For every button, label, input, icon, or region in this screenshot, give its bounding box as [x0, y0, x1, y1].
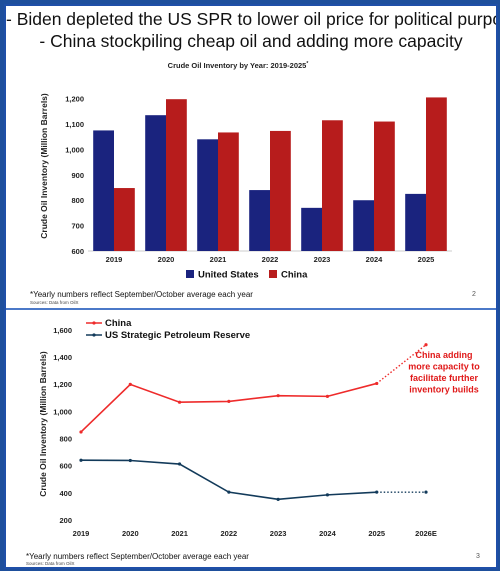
line-y-tick-6: 1,400: [53, 353, 72, 362]
headline-line-2: - China stockpiling cheap oil and adding…: [39, 31, 463, 51]
bar-china-2024: [374, 121, 395, 252]
point-china-2023: [276, 394, 280, 398]
bar-x-tick-2020: 2020: [158, 255, 175, 264]
point-spr-2024: [325, 493, 330, 497]
point-china-2021: [177, 400, 182, 404]
legend-marker-spr: [92, 333, 96, 337]
legend-label-china: China: [105, 318, 132, 329]
bar-us-2024: [353, 200, 374, 251]
headline-line-1: - Biden depleted the US SPR to lower oil…: [6, 9, 498, 29]
legend-swatch-us: [186, 270, 194, 278]
line-y-tick-1: 400: [59, 489, 72, 498]
annotation-line-2: facilitate further: [410, 373, 479, 383]
point-spr-2019: [79, 458, 83, 462]
legend-swatch-china: [269, 270, 277, 278]
point-china-2025: [375, 381, 379, 386]
line-x-tick-2023: 2023: [270, 529, 287, 538]
annotation-line-0: China adding: [416, 350, 473, 360]
line-x-tick-2025: 2025: [368, 529, 385, 538]
bar-us-2019: [93, 130, 114, 251]
point-spr-2021: [177, 462, 182, 466]
bar-us-2022: [249, 190, 270, 251]
china-capacity-annotation: China adding more capacity to facilitate f…: [408, 350, 480, 395]
bar-chart-title: Crude Oil Inventory by Year: 2019-2025*: [168, 61, 309, 70]
point-spr-2026E: [424, 490, 428, 494]
bar-china-2019: [114, 188, 135, 251]
line-x-tick-2019: 2019: [73, 529, 90, 538]
bar-china-2020: [166, 99, 187, 251]
bar-y-tick-3: 900: [71, 171, 84, 180]
bar-chart-title-text: Crude Oil Inventory by Year: 2019-2025: [168, 61, 307, 70]
point-china-2019: [79, 430, 83, 434]
bar-y-tick-4: 1,000: [65, 145, 84, 154]
slide-frame: - Biden depleted the US SPR to lower oil…: [4, 4, 498, 569]
footnote-top: *Yearly numbers reflect September/Octobe…: [30, 290, 253, 299]
legend-label-china: China: [281, 270, 308, 281]
line-y-tick-4: 1,000: [53, 407, 72, 416]
bar-chart-ylabel: Crude Oil Inventory (Million Barrels): [39, 93, 49, 239]
point-china-2020: [128, 382, 132, 387]
source-bottom: Sources: Data from OilX: [26, 561, 75, 566]
annotation-line-3: inventory builds: [409, 385, 479, 395]
annotation-line-1: more capacity to: [408, 362, 480, 372]
point-spr-2023: [276, 497, 280, 501]
bar-y-tick-6: 1,200: [65, 95, 84, 104]
line-x-tick-2022: 2022: [221, 529, 238, 538]
bar-chart-slide: Crude Oil Inventory by Year: 2019-2025* …: [6, 56, 496, 308]
bar-x-tick-2025: 2025: [418, 255, 435, 264]
source-top: Sources: Data from OilX: [30, 300, 79, 305]
line-x-tick-2021: 2021: [171, 529, 188, 538]
bar-us-2020: [145, 115, 166, 251]
legend-marker-china: [92, 321, 96, 325]
bar-china-2022: [270, 130, 291, 251]
line-y-tick-7: 1,600: [53, 326, 72, 335]
bar-x-tick-2023: 2023: [314, 255, 331, 264]
bar-us-2023: [301, 207, 322, 251]
line-chart-slide: Crude Oil Inventory (Million Barrels) 20…: [6, 312, 496, 567]
bar-us-2025: [405, 193, 426, 251]
bar-us-2021: [197, 139, 218, 251]
bar-china-2021: [218, 132, 239, 251]
bar-y-tick-5: 1,100: [65, 120, 84, 129]
slide-divider: [6, 308, 496, 310]
line-y-tick-5: 1,200: [53, 380, 72, 389]
bar-chart-title-mark: *: [306, 61, 308, 67]
line-chart: Crude Oil Inventory (Million Barrels) 20…: [38, 318, 480, 538]
legend-label-us: United States: [198, 270, 259, 281]
bar-x-tick-2022: 2022: [262, 255, 279, 264]
line-chart-ylabel: Crude Oil Inventory (Million Barrels): [38, 351, 48, 497]
bar-x-tick-2021: 2021: [210, 255, 227, 264]
line-y-tick-3: 800: [59, 434, 72, 443]
page-number-top: 2: [472, 291, 476, 298]
line-x-tick-2024: 2024: [319, 529, 337, 538]
bar-chart: Crude Oil Inventory by Year: 2019-2025* …: [39, 61, 452, 281]
bar-y-tick-1: 700: [71, 222, 84, 231]
line-x-tick-2020: 2020: [122, 529, 139, 538]
bar-y-tick-2: 800: [71, 196, 84, 205]
page-number-bottom: 3: [476, 553, 480, 560]
headline: - Biden depleted the US SPR to lower oil…: [6, 8, 496, 52]
point-spr-2022: [227, 490, 231, 494]
point-spr-2025: [375, 490, 379, 494]
line-x-tick-2026E: 2026E: [415, 529, 437, 538]
bar-x-tick-2024: 2024: [366, 255, 384, 264]
line-china-actual: [80, 382, 377, 433]
bar-x-tick-2019: 2019: [106, 255, 123, 264]
bar-y-tick-0: 600: [71, 247, 84, 256]
line-y-tick-0: 200: [59, 516, 72, 525]
footnote-bottom: *Yearly numbers reflect September/Octobe…: [26, 552, 249, 561]
point-china-2026E: [424, 343, 428, 347]
line-y-tick-2: 600: [59, 462, 72, 471]
bar-china-2025: [426, 97, 447, 251]
legend-label-spr: US Strategic Petroleum Reserve: [105, 330, 250, 341]
point-spr-2020: [128, 458, 132, 463]
bar-china-2023: [322, 120, 343, 252]
point-china-2024: [325, 394, 330, 398]
point-china-2022: [227, 399, 231, 403]
